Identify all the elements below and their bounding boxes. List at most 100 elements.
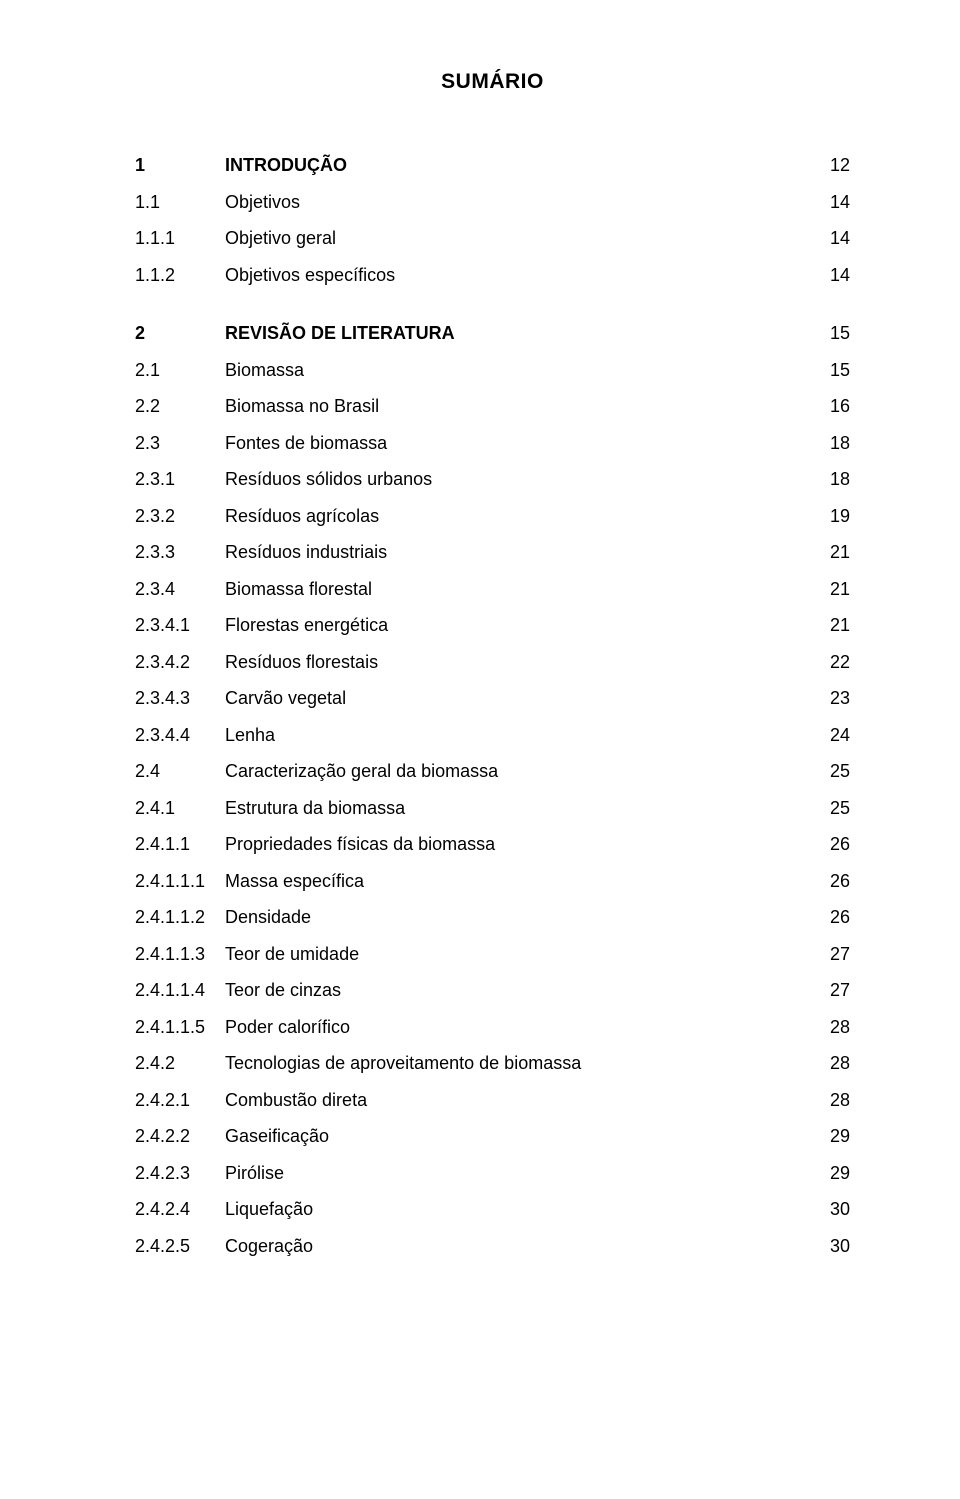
toc-entry-number: 1.1.2 xyxy=(135,264,225,287)
toc-row: 2.4.1.1.5Poder calorífico 28 xyxy=(135,1016,850,1039)
toc-row: 2.4.2.5Cogeração30 xyxy=(135,1235,850,1258)
toc-entry-text: Poder calorífico xyxy=(225,1016,350,1039)
toc-entry-text: Biomassa florestal xyxy=(225,578,372,601)
toc-entry-page: 21 xyxy=(816,614,850,637)
toc-entry-text: Caracterização geral da biomassa xyxy=(225,760,498,783)
toc-entry-page: 28 xyxy=(816,1016,850,1039)
toc-entry-number: 2.4.2.1 xyxy=(135,1089,225,1112)
toc-entry-number: 2.3 xyxy=(135,432,225,455)
toc-entry-text: Objetivo geral xyxy=(225,227,336,250)
toc-entry-page: 28 xyxy=(816,1089,850,1112)
toc-entry-text: Combustão direta xyxy=(225,1089,367,1112)
toc-entry-number: 2.4.2.2 xyxy=(135,1125,225,1148)
toc-entry-text: Objetivos específicos xyxy=(225,264,395,287)
toc-row: 1INTRODUÇÃO12 xyxy=(135,154,850,177)
toc-container: 1INTRODUÇÃO121.1Objetivos141.1.1Objetivo… xyxy=(135,154,850,1257)
toc-entry-number: 2.4.2.4 xyxy=(135,1198,225,1221)
toc-entry-number: 2 xyxy=(135,322,225,345)
toc-entry-page: 18 xyxy=(816,468,850,491)
toc-entry-text: Estrutura da biomassa xyxy=(225,797,405,820)
toc-entry-page: 19 xyxy=(816,505,850,528)
toc-entry-number: 2.3.4 xyxy=(135,578,225,601)
toc-row: 2.4.1.1.2Densidade26 xyxy=(135,906,850,929)
toc-entry-text: Massa específica xyxy=(225,870,364,893)
toc-entry-page: 25 xyxy=(816,760,850,783)
toc-entry-page: 18 xyxy=(816,432,850,455)
toc-entry-page: 26 xyxy=(816,833,850,856)
toc-entry-text: Carvão vegetal xyxy=(225,687,346,710)
toc-entry-number: 2.4.2.3 xyxy=(135,1162,225,1185)
toc-entry-number: 2.4.1.1.5 xyxy=(135,1016,225,1039)
toc-entry-page: 24 xyxy=(816,724,850,747)
toc-row: 1.1.2Objetivos específicos 14 xyxy=(135,264,850,287)
toc-entry-text: Teor de cinzas xyxy=(225,979,341,1002)
toc-entry-page: 30 xyxy=(816,1198,850,1221)
toc-entry-page: 29 xyxy=(816,1162,850,1185)
toc-row: 2.4.2.1Combustão direta 28 xyxy=(135,1089,850,1112)
toc-row: 2.4.1.1Propriedades físicas da biomassa2… xyxy=(135,833,850,856)
toc-entry-page: 22 xyxy=(816,651,850,674)
toc-entry-text: Resíduos florestais xyxy=(225,651,378,674)
toc-entry-text: Teor de umidade xyxy=(225,943,359,966)
toc-entry-page: 15 xyxy=(816,322,850,345)
toc-entry-text: Cogeração xyxy=(225,1235,313,1258)
toc-row: 2.4.2.3Pirólise 29 xyxy=(135,1162,850,1185)
toc-row: 2REVISÃO DE LITERATURA 15 xyxy=(135,322,850,345)
toc-section-gap xyxy=(135,300,850,322)
toc-row: 2.3.4.2Resíduos florestais 22 xyxy=(135,651,850,674)
toc-row: 2.4.2.4Liquefação30 xyxy=(135,1198,850,1221)
toc-row: 2.3.3Resíduos industriais21 xyxy=(135,541,850,564)
toc-entry-page: 23 xyxy=(816,687,850,710)
toc-entry-page: 25 xyxy=(816,797,850,820)
toc-row: 2.4Caracterização geral da biomassa 25 xyxy=(135,760,850,783)
toc-entry-page: 27 xyxy=(816,979,850,1002)
page: SUMÁRIO 1INTRODUÇÃO121.1Objetivos141.1.1… xyxy=(0,0,960,1499)
toc-entry-page: 26 xyxy=(816,870,850,893)
toc-row: 2.4.1.1.4Teor de cinzas27 xyxy=(135,979,850,1002)
toc-row: 1.1.1Objetivo geral14 xyxy=(135,227,850,250)
toc-entry-number: 2.1 xyxy=(135,359,225,382)
toc-entry-page: 30 xyxy=(816,1235,850,1258)
toc-title: SUMÁRIO xyxy=(135,70,850,94)
toc-entry-text: Tecnologias de aproveitamento de biomass… xyxy=(225,1052,581,1075)
toc-entry-page: 14 xyxy=(816,227,850,250)
toc-row: 2.3.1Resíduos sólidos urbanos18 xyxy=(135,468,850,491)
toc-entry-page: 29 xyxy=(816,1125,850,1148)
toc-entry-page: 14 xyxy=(816,264,850,287)
toc-entry-number: 2.4.1 xyxy=(135,797,225,820)
toc-row: 2.3.2Resíduos agrícolas 19 xyxy=(135,505,850,528)
toc-entry-page: 27 xyxy=(816,943,850,966)
toc-row: 2.4.1Estrutura da biomassa 25 xyxy=(135,797,850,820)
toc-entry-number: 2.4.1.1.3 xyxy=(135,943,225,966)
toc-entry-number: 2.3.4.1 xyxy=(135,614,225,637)
toc-row: 2.4.1.1.3Teor de umidade 27 xyxy=(135,943,850,966)
toc-entry-number: 2.3.3 xyxy=(135,541,225,564)
toc-entry-number: 2.4 xyxy=(135,760,225,783)
toc-entry-text: REVISÃO DE LITERATURA xyxy=(225,322,455,345)
toc-row: 2.3.4.1Florestas energética21 xyxy=(135,614,850,637)
toc-row: 2.1Biomassa15 xyxy=(135,359,850,382)
toc-entry-page: 21 xyxy=(816,578,850,601)
toc-row: 2.4.2.2Gaseificação 29 xyxy=(135,1125,850,1148)
toc-entry-page: 26 xyxy=(816,906,850,929)
toc-entry-number: 2.4.2 xyxy=(135,1052,225,1075)
toc-entry-number: 2.2 xyxy=(135,395,225,418)
toc-entry-number: 2.3.4.3 xyxy=(135,687,225,710)
toc-entry-text: Pirólise xyxy=(225,1162,284,1185)
toc-entry-number: 2.4.1.1.1 xyxy=(135,870,225,893)
toc-row: 2.4.2Tecnologias de aproveitamento de bi… xyxy=(135,1052,850,1075)
toc-row: 2.3.4.4Lenha24 xyxy=(135,724,850,747)
toc-entry-number: 2.4.1.1.2 xyxy=(135,906,225,929)
toc-entry-text: Biomassa no Brasil xyxy=(225,395,379,418)
toc-row: 2.3Fontes de biomassa18 xyxy=(135,432,850,455)
toc-entry-number: 1 xyxy=(135,154,225,177)
toc-entry-text: Resíduos industriais xyxy=(225,541,387,564)
toc-entry-number: 2.3.2 xyxy=(135,505,225,528)
toc-entry-text: Biomassa xyxy=(225,359,304,382)
toc-entry-number: 2.4.1.1 xyxy=(135,833,225,856)
toc-row: 2.4.1.1.1Massa específica 26 xyxy=(135,870,850,893)
toc-entry-number: 1.1 xyxy=(135,191,225,214)
toc-entry-text: Gaseificação xyxy=(225,1125,329,1148)
toc-entry-number: 2.3.4.2 xyxy=(135,651,225,674)
toc-entry-text: Resíduos agrícolas xyxy=(225,505,379,528)
